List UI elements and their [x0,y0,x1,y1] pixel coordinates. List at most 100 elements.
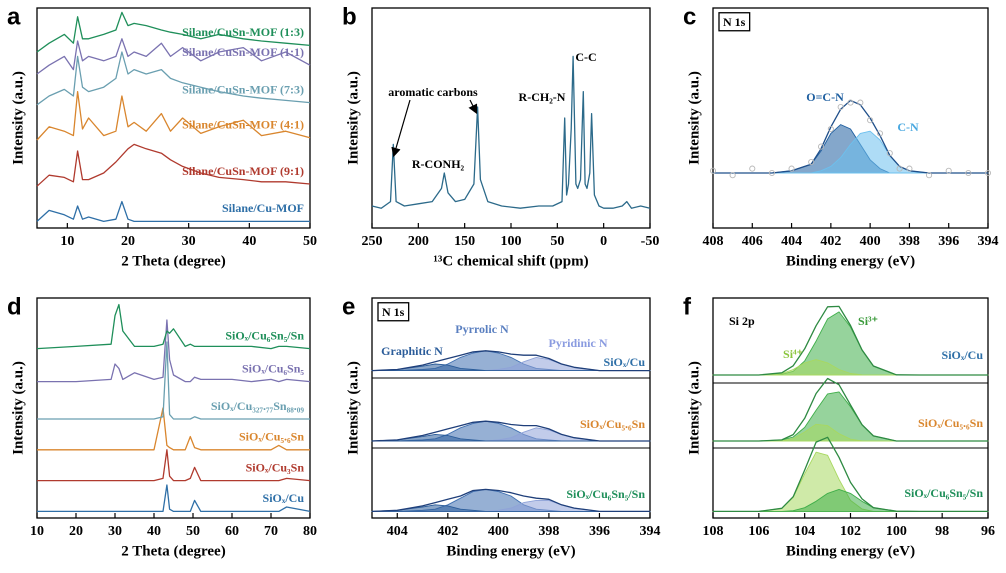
x-tick-label: 70 [264,524,278,539]
x-tick-label: 404 [387,524,408,539]
panel-title: N 1s [723,15,746,29]
annotation: SiOₓ/Cu₅.₆Sn [918,416,983,430]
series-label: Silane/CuSn-MOF (7:3) [182,82,304,96]
spectrum-line [36,51,311,106]
y-axis-label: Intensity (a.u.) [10,71,26,165]
x-tick-label: 100 [501,234,522,249]
title-box [377,302,410,322]
x-tick-label: 30 [108,524,122,539]
x-axis-label: ¹³C chemical shift (ppm) [433,253,588,269]
x-tick-label: 102 [840,524,861,539]
y-axis-label: Intensity (a.u.) [345,71,361,165]
spectrum-line [371,350,650,372]
spectrum-line [713,436,988,513]
data-point [808,158,815,166]
annotation: O=C-N [806,90,844,104]
x-tick-label: 50 [550,234,564,249]
data-point [857,99,864,106]
series-label: Silane/CuSn-MOF (9:1) [182,164,304,178]
data-point [965,169,972,177]
x-tick-label: 96 [981,524,995,539]
data-point [837,103,844,111]
x-tick-label: 104 [794,524,815,539]
x-tick-label: 398 [538,524,559,539]
spectrum-line [37,484,311,513]
x-tick-label: 50 [186,524,200,539]
series-label: Silane/CuSn-MOF (4:1) [182,118,304,132]
x-tick-label: 150 [454,234,475,249]
x-tick-label: 40 [147,524,161,539]
plot-frame [371,7,651,229]
x-tick-label: 108 [703,524,724,539]
plot-frame [36,297,311,519]
data-point [788,165,795,172]
x-tick-label: 396 [589,524,610,539]
x-tick-label: 408 [703,234,724,249]
spectrum-line [36,143,311,187]
series-label: Silane/CuSn-MOF (1:1) [182,45,304,59]
title-box [718,12,751,32]
arrow [468,99,478,115]
annotation: Si⁴⁺ [783,347,803,361]
series-label: SiOₓ/Cu₅.₆Sn [239,430,304,444]
x-tick-label: 106 [748,524,769,539]
x-tick-label: 60 [225,524,239,539]
x-tick-label: 200 [408,234,429,249]
data-point [709,167,717,174]
arrow [391,99,411,158]
panel-label: d [7,293,22,320]
series-label: SiOₓ/Cu₆Sn₅/Sn [225,328,304,342]
y-axis-label: Intensity (a.u.) [10,361,26,455]
data-point [768,169,775,177]
annotation: R-CONH₂ [412,157,465,171]
panel-label: b [342,3,357,30]
x-tick-label: 100 [886,524,907,539]
x-tick-label: 400 [860,234,881,249]
series-label: Silane/Cu-MOF [222,201,304,215]
panel-label: e [342,293,355,320]
x-tick-label: 402 [820,234,841,249]
annotation: SiOₓ/Cu [942,348,984,362]
annotation: SiOₓ/Cu₅.₆Sn [580,417,645,431]
spectrum-line [37,449,311,482]
data-point [749,165,756,172]
plot-frame [36,7,311,229]
data-point [926,172,933,179]
x-tick-label: 394 [978,234,999,249]
x-tick-label: 396 [938,234,959,249]
spectrum-line [37,407,310,451]
spectrum-line [37,341,310,420]
annotation: aromatic carbons [388,85,478,99]
series-label: SiOₓ/Cu [263,491,305,505]
spectrum-line [371,488,650,513]
annotation: Pyrrolic N [455,322,509,336]
spectrum-line [36,200,310,223]
x-axis-label: Binding energy (eV) [786,253,915,269]
data-point [886,150,893,157]
x-tick-label: 20 [69,524,83,539]
data-point [847,99,854,106]
data-point [817,143,825,150]
annotation: Si³⁺ [858,314,878,328]
plot-frame [712,7,989,229]
x-tick-label: 0 [600,234,607,249]
spectrum-line [36,38,311,75]
annotation: C-C [575,50,596,64]
x-axis-label: Binding energy (eV) [786,543,915,559]
x-tick-label: 98 [935,524,949,539]
spectrum-line [36,303,311,350]
annotation: C-N [897,120,919,134]
data-point [867,117,874,124]
spectrum-line [713,377,988,442]
panel-label: a [7,3,21,30]
data-point [876,130,884,137]
x-tick-label: 30 [182,234,196,249]
x-tick-label: 10 [60,234,74,249]
x-tick-label: 250 [362,234,383,249]
x-tick-label: 10 [30,524,44,539]
data-point [984,169,992,177]
annotation: SiOₓ/Cu [604,355,646,369]
x-tick-label: 80 [303,524,317,539]
series-label: SiOₓ/Cu₆Sn₅ [242,361,304,375]
x-tick-label: 400 [488,524,509,539]
